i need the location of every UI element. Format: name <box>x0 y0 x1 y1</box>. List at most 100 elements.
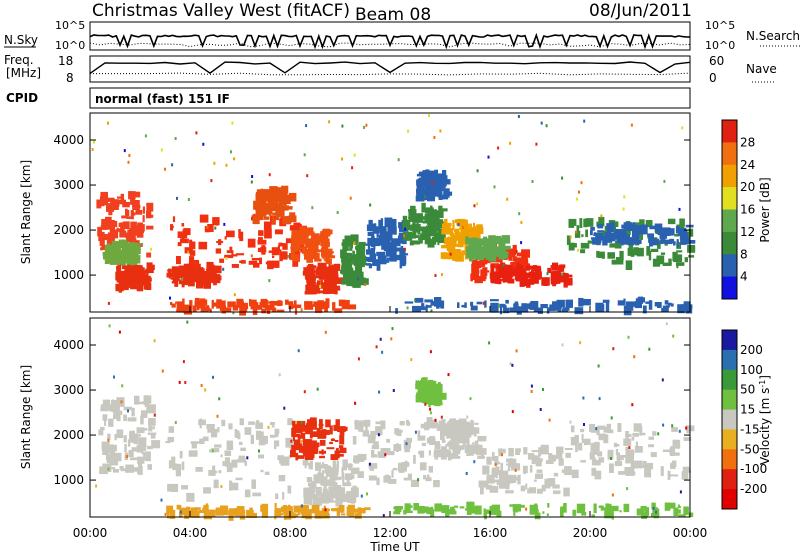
scatter-cell <box>419 462 427 471</box>
scatter-cell <box>275 210 280 221</box>
scatter-cell <box>585 221 592 227</box>
scatter-cell <box>418 189 425 197</box>
scatter-cell <box>331 508 338 512</box>
noise-cell <box>540 121 543 125</box>
scatter-cell <box>146 445 153 450</box>
scatter-cell <box>664 300 669 305</box>
scatter-cell <box>495 466 500 475</box>
scatter-cell <box>177 242 182 247</box>
scatter-cell <box>123 435 127 443</box>
scatter-cell <box>221 305 226 314</box>
scatter-cell <box>378 219 383 230</box>
scatter-cell <box>322 500 329 504</box>
colorbar-band <box>722 330 737 351</box>
noise-cell <box>663 179 666 183</box>
scatter-cell <box>241 260 246 264</box>
scatter-cell <box>222 461 228 466</box>
scatter-cell <box>218 470 222 474</box>
scatter-cell <box>625 260 633 270</box>
x-tick-label: 04:00 <box>173 526 208 540</box>
scatter-cell <box>120 468 128 472</box>
scatter-cell <box>474 275 483 284</box>
scatter-cell <box>116 227 119 233</box>
colorbar-band <box>722 489 737 510</box>
scatter-cell <box>603 427 611 433</box>
scatter-cell <box>330 454 339 460</box>
scatter-cell <box>477 435 487 442</box>
scatter-cell <box>130 281 134 286</box>
scatter-cell <box>455 435 464 444</box>
noise-cell <box>231 121 234 125</box>
scatter-cell <box>648 300 653 310</box>
scatter-cell <box>203 278 211 289</box>
scatter-cell <box>293 234 296 242</box>
scatter-cell <box>100 196 105 207</box>
scatter-cell <box>449 509 456 513</box>
scatter-cell <box>399 225 406 231</box>
scatter-cell <box>150 434 156 439</box>
scatter-cell <box>257 239 267 245</box>
colorbar-tick-label: 16 <box>740 203 755 217</box>
scatter-cell <box>190 507 198 517</box>
scatter-cell <box>537 488 543 494</box>
scatter-cell <box>684 257 688 263</box>
scatter-cell <box>322 243 328 247</box>
scatter-cell <box>254 202 264 206</box>
scatter-cell <box>451 235 455 240</box>
scatter-cell <box>311 504 320 514</box>
scatter-cell <box>298 443 302 453</box>
scatter-cell <box>515 273 523 282</box>
scatter-cell <box>136 444 144 453</box>
scatter-cell <box>252 492 262 497</box>
x-tick-label: 08:00 <box>273 526 308 540</box>
scatter-cell <box>462 440 466 447</box>
scatter-cell <box>110 220 118 228</box>
colorbar-band <box>722 449 737 470</box>
scatter-cell <box>302 439 309 442</box>
scatter-cell <box>309 484 316 494</box>
scatter-cell <box>563 277 573 286</box>
scatter-cell <box>324 303 328 313</box>
scatter-cell <box>604 232 611 240</box>
scatter-cell <box>131 212 136 216</box>
noise-cell <box>290 439 293 443</box>
scatter-cell <box>403 477 411 481</box>
scatter-cell <box>207 509 216 514</box>
scatter-cell <box>418 451 421 455</box>
scatter-cell <box>288 454 292 459</box>
scatter-cell <box>598 216 605 227</box>
colorbar-band <box>722 369 737 391</box>
scatter-cell <box>406 421 411 426</box>
noise-cell <box>414 298 417 302</box>
scatter-cell <box>170 302 173 305</box>
scatter-cell <box>688 228 694 237</box>
scatter-cell <box>521 249 530 258</box>
scatter-cell <box>274 510 277 520</box>
scatter-cell <box>450 439 460 449</box>
scatter-cell <box>130 225 135 233</box>
scatter-cell <box>419 238 423 244</box>
scatter-cell <box>435 210 444 218</box>
scatter-cell <box>373 441 379 447</box>
scatter-cell <box>476 253 485 261</box>
scatter-cell <box>351 474 355 479</box>
scatter-cell <box>552 270 560 277</box>
scatter-cell <box>344 249 347 254</box>
scatter-cell <box>114 434 117 441</box>
scatter-cell <box>336 464 339 472</box>
scatter-cell <box>132 467 140 472</box>
scatter-cell <box>346 257 352 262</box>
scatter-cell <box>316 427 321 433</box>
scatter-cell <box>210 429 218 438</box>
scatter-cell <box>583 299 591 306</box>
scatter-cell <box>490 263 499 269</box>
scatter-cell <box>675 262 685 266</box>
scatter-cell <box>124 269 132 273</box>
scatter-cell <box>523 274 528 284</box>
scatter-cell <box>474 243 478 250</box>
scatter-cell <box>651 502 656 510</box>
scatter-cell <box>101 441 110 451</box>
scatter-cell <box>623 438 632 446</box>
scatter-cell <box>274 440 280 447</box>
